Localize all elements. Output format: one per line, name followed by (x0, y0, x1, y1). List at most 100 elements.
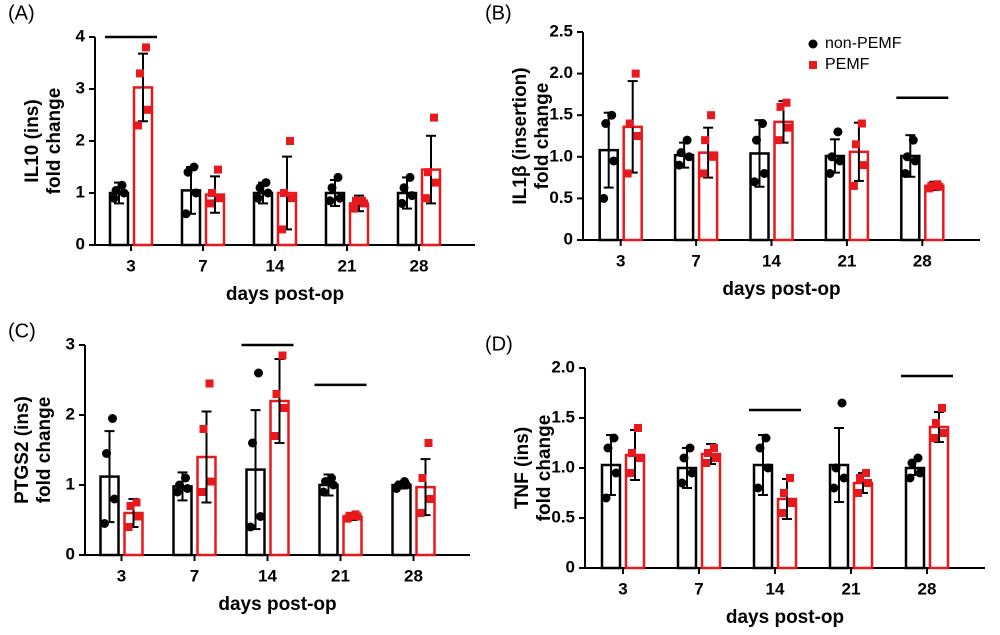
data-point (631, 69, 640, 78)
data-point (134, 512, 143, 521)
panel-label: (C) (8, 320, 36, 342)
data-point (633, 132, 642, 140)
data-point (932, 419, 940, 427)
data-point (132, 498, 141, 507)
data-point (710, 444, 718, 452)
data-point (399, 183, 409, 193)
data-point (753, 483, 763, 493)
data-point (422, 194, 430, 203)
data-point (102, 449, 111, 458)
x-tick-label: 28 (913, 251, 932, 270)
data-point (908, 135, 918, 145)
data-point (119, 188, 129, 198)
x-tick-label: 28 (410, 256, 429, 275)
data-point (335, 193, 345, 203)
data-point (603, 443, 613, 453)
panel-label: (D) (485, 333, 513, 355)
data-point (626, 469, 634, 477)
data-point (601, 493, 611, 503)
data-point (784, 123, 793, 132)
data-point (752, 135, 761, 145)
data-point (261, 178, 271, 188)
y-tick-label: 1.5 (551, 407, 575, 426)
x-axis-label: days post-op (722, 279, 840, 300)
data-point (849, 181, 858, 190)
panel-label: (A) (8, 2, 35, 24)
data-point (134, 121, 142, 130)
data-point (623, 169, 632, 178)
data-point (933, 180, 942, 189)
y-tick-label: 0.5 (551, 507, 575, 526)
y-axis-label: fold change (532, 83, 553, 190)
x-tick-label: 21 (842, 579, 861, 598)
legend-marker (809, 61, 817, 69)
data-point (674, 160, 684, 170)
y-axis-label: fold change (534, 415, 555, 522)
data-point (144, 105, 152, 114)
data-point (286, 137, 294, 145)
data-point (350, 204, 358, 213)
x-tick-label: 3 (618, 579, 627, 598)
x-tick-label: 7 (691, 251, 700, 270)
y-tick-label: 2.0 (549, 63, 573, 82)
data-point (825, 168, 835, 178)
data-point (432, 178, 440, 187)
data-point (255, 183, 265, 193)
data-point (676, 148, 686, 158)
data-point (263, 188, 273, 198)
y-tick-label: 1 (76, 182, 85, 201)
y-axis-label: IL1β (insertion) (510, 67, 531, 204)
data-point (839, 473, 849, 483)
data-point (126, 502, 135, 510)
data-point (611, 468, 621, 478)
data-point (699, 169, 708, 178)
data-point (684, 152, 694, 162)
data-point (859, 161, 868, 170)
data-point (109, 193, 119, 203)
x-axis-label: days post-op (726, 607, 844, 628)
error-bar (703, 126, 714, 179)
data-point (788, 499, 796, 507)
data-point (216, 194, 224, 203)
data-point (270, 432, 279, 440)
data-point (424, 439, 433, 447)
y-tick-label: 0 (564, 229, 573, 248)
legend-label: non-PEMF (825, 35, 902, 52)
data-point (902, 152, 912, 162)
x-tick-label: 3 (117, 566, 126, 585)
data-point (173, 487, 182, 497)
data-point (256, 512, 265, 521)
bar (391, 483, 412, 557)
data-point (864, 479, 872, 487)
data-point (272, 390, 281, 398)
y-axis-label: fold change (34, 397, 55, 504)
data-point (351, 510, 360, 519)
data-point (280, 404, 289, 412)
data-point (687, 468, 697, 478)
data-point (358, 196, 366, 205)
data-point (108, 414, 117, 423)
data-point (905, 473, 915, 483)
x-tick-label: 14 (266, 256, 285, 275)
data-point (851, 140, 860, 149)
data-point (709, 152, 718, 161)
data-point (701, 136, 710, 145)
data-point (763, 463, 773, 473)
data-point (760, 168, 769, 178)
x-tick-label: 7 (198, 256, 207, 275)
data-point (400, 477, 409, 486)
x-tick-label: 14 (766, 579, 785, 598)
x-tick-label: 14 (258, 566, 277, 585)
data-point (418, 474, 427, 482)
data-point (333, 172, 343, 182)
data-point (915, 468, 925, 478)
legend-marker (808, 39, 818, 49)
data-point (913, 453, 923, 463)
data-point (677, 478, 687, 488)
x-tick-label: 7 (190, 566, 199, 585)
y-tick-label: 0 (76, 234, 85, 253)
y-tick-label: 0.5 (549, 188, 573, 207)
data-point (208, 189, 216, 197)
data-point (117, 180, 127, 190)
